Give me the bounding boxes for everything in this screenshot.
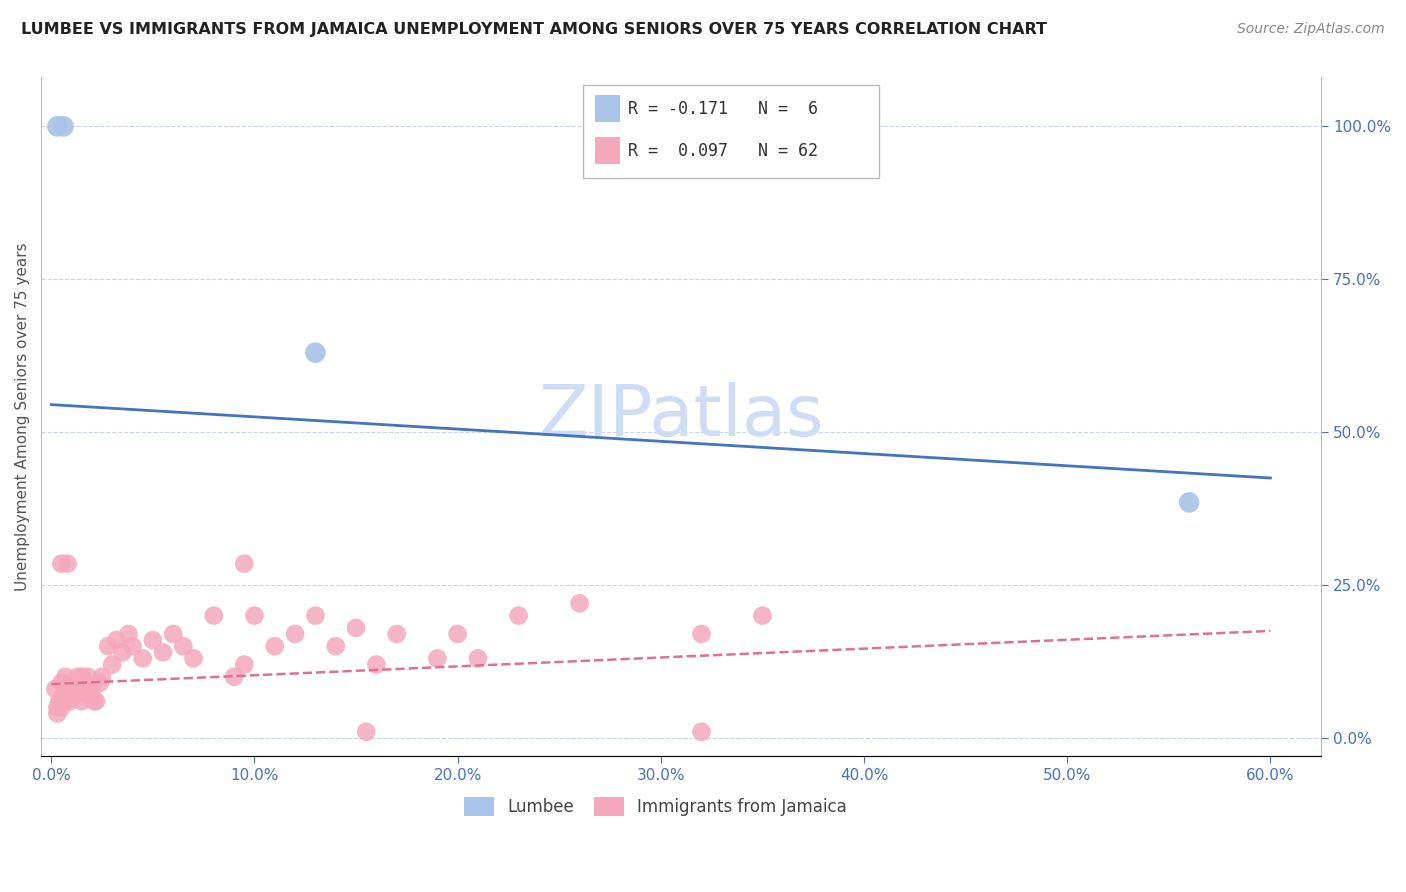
Point bbox=[46, 700, 69, 714]
Point bbox=[152, 645, 174, 659]
Point bbox=[101, 657, 124, 672]
Point bbox=[51, 676, 73, 690]
Point bbox=[76, 670, 98, 684]
Point bbox=[131, 651, 153, 665]
Point bbox=[70, 670, 93, 684]
Point bbox=[183, 651, 205, 665]
Point bbox=[48, 694, 70, 708]
Text: Source: ZipAtlas.com: Source: ZipAtlas.com bbox=[1237, 22, 1385, 37]
Point bbox=[51, 700, 73, 714]
Point bbox=[52, 120, 75, 134]
Point bbox=[385, 627, 408, 641]
Point bbox=[56, 681, 79, 696]
Point bbox=[89, 676, 111, 690]
Text: LUMBEE VS IMMIGRANTS FROM JAMAICA UNEMPLOYMENT AMONG SENIORS OVER 75 YEARS CORRE: LUMBEE VS IMMIGRANTS FROM JAMAICA UNEMPL… bbox=[21, 22, 1047, 37]
Point bbox=[508, 608, 530, 623]
Point bbox=[172, 639, 194, 653]
Point bbox=[46, 120, 69, 134]
Text: R =  0.097   N = 62: R = 0.097 N = 62 bbox=[628, 142, 818, 160]
Point bbox=[69, 681, 91, 696]
Point bbox=[62, 681, 84, 696]
Point bbox=[354, 724, 377, 739]
Point bbox=[70, 694, 93, 708]
Point bbox=[467, 651, 489, 665]
Point bbox=[568, 596, 591, 610]
Point bbox=[304, 608, 326, 623]
Y-axis label: Unemployment Among Seniors over 75 years: Unemployment Among Seniors over 75 years bbox=[15, 243, 30, 591]
Text: R = -0.171   N =  6: R = -0.171 N = 6 bbox=[628, 100, 818, 118]
Point bbox=[73, 676, 96, 690]
Point bbox=[224, 670, 246, 684]
Point bbox=[690, 627, 713, 641]
Point bbox=[446, 627, 468, 641]
Point bbox=[325, 639, 347, 653]
Legend: Lumbee, Immigrants from Jamaica: Lumbee, Immigrants from Jamaica bbox=[457, 790, 853, 822]
Point bbox=[44, 681, 66, 696]
Point bbox=[80, 681, 103, 696]
Point bbox=[58, 688, 80, 702]
Point bbox=[56, 557, 79, 571]
Text: ZIPatlas: ZIPatlas bbox=[538, 383, 824, 451]
Point bbox=[142, 633, 165, 648]
Point bbox=[52, 688, 75, 702]
Point bbox=[284, 627, 307, 641]
Point bbox=[202, 608, 225, 623]
Point bbox=[91, 670, 114, 684]
Point bbox=[117, 627, 139, 641]
Point bbox=[751, 608, 773, 623]
Point bbox=[66, 670, 89, 684]
Point bbox=[55, 694, 77, 708]
Point bbox=[1178, 495, 1201, 509]
Point bbox=[84, 694, 107, 708]
Point bbox=[426, 651, 449, 665]
Point bbox=[105, 633, 128, 648]
Point bbox=[304, 345, 326, 359]
Point bbox=[344, 621, 367, 635]
Point bbox=[111, 645, 134, 659]
Point bbox=[55, 670, 77, 684]
Point bbox=[65, 688, 87, 702]
Point bbox=[233, 657, 256, 672]
Point bbox=[263, 639, 285, 653]
Point bbox=[75, 688, 97, 702]
Point bbox=[366, 657, 388, 672]
Point bbox=[233, 557, 256, 571]
Point bbox=[121, 639, 143, 653]
Point bbox=[97, 639, 120, 653]
Point bbox=[79, 688, 101, 702]
Point bbox=[83, 694, 105, 708]
Point bbox=[60, 676, 83, 690]
Point bbox=[51, 557, 73, 571]
Point bbox=[75, 681, 97, 696]
Point bbox=[690, 724, 713, 739]
Point bbox=[46, 706, 69, 721]
Point bbox=[58, 694, 80, 708]
Point bbox=[162, 627, 184, 641]
Point bbox=[62, 681, 84, 696]
Point bbox=[243, 608, 266, 623]
Point bbox=[66, 676, 89, 690]
